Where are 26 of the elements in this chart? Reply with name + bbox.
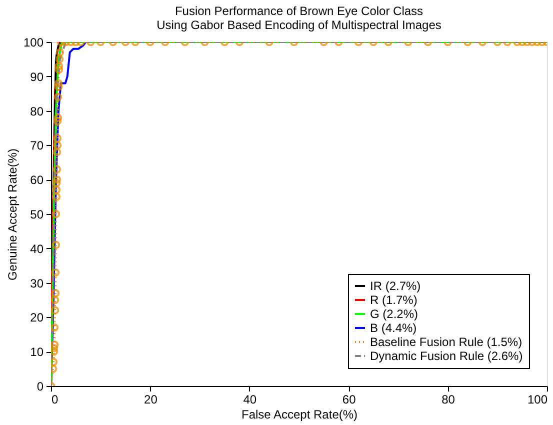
y-tick-label: 40 <box>30 242 44 256</box>
y-axis-title: Genuine Accept Rate(%) <box>5 148 20 281</box>
y-tick-label: 30 <box>30 276 44 290</box>
y-tick-label: 90 <box>30 70 44 84</box>
x-tick-label: 0 <box>52 392 58 406</box>
legend-label: Baseline Fusion Rule (1.5%) <box>370 335 522 349</box>
y-tick-label: 80 <box>30 104 44 118</box>
x-tick-label: 40 <box>243 392 257 406</box>
x-tick-label: 80 <box>442 392 456 406</box>
x-tick-label: 60 <box>342 392 356 406</box>
legend-label: Dynamic Fusion Rule (2.6%) <box>370 349 523 363</box>
legend-label: IR (2.7%) <box>370 279 421 293</box>
x-tick-label: 20 <box>144 392 158 406</box>
chart-title: Fusion Performance of Brown Eye Color Class Using Gabor Based Encoding of Multispectral Images <box>156 4 442 32</box>
y-tick-label: 70 <box>30 138 44 153</box>
y-tick-label: 0 <box>36 380 44 394</box>
x-axis-title: False Accept Rate(%) <box>241 408 358 422</box>
y-tick-label: 100 <box>23 36 44 50</box>
y-tick-label: 60 <box>30 173 44 188</box>
legend-label: G (2.2%) <box>370 307 418 321</box>
y-tick-label: 10 <box>30 345 44 360</box>
legend-label: R (1.7%) <box>370 293 418 307</box>
legend-label: B (4.4%) <box>370 321 417 335</box>
y-tick-label: 20 <box>30 310 44 325</box>
y-tick-label: 50 <box>30 208 44 222</box>
x-tick-label: 100 <box>527 392 548 406</box>
